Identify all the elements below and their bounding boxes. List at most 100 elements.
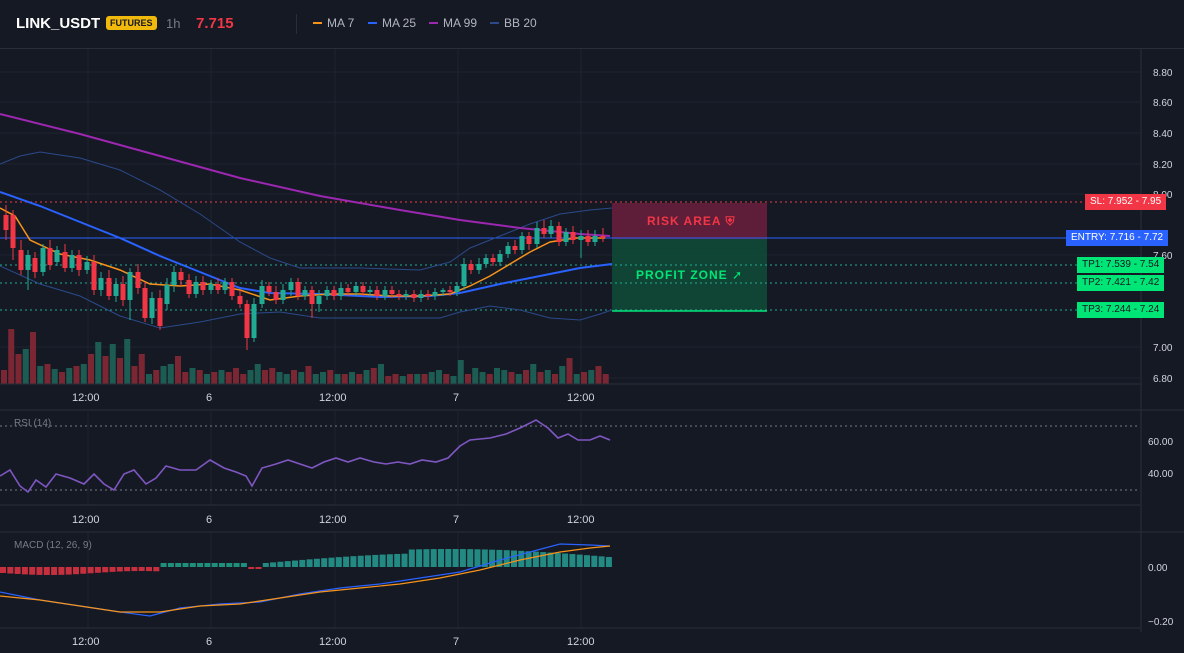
- macd-hist-bar: [467, 549, 474, 567]
- legend-ma25-label: MA 25: [382, 16, 417, 30]
- candlesticks: [3, 205, 606, 350]
- volume-bar: [421, 374, 428, 384]
- candle-body: [149, 298, 155, 318]
- volume-bar: [15, 354, 22, 384]
- rsi-line: [0, 419, 611, 494]
- macd-hist-bar: [576, 554, 583, 567]
- volume-bar: [291, 370, 297, 384]
- macd-hist-bar: [452, 549, 459, 567]
- volume-bar: [588, 370, 595, 384]
- candle-body: [135, 272, 141, 288]
- volume-bar: [131, 366, 138, 384]
- candle-body: [331, 290, 337, 296]
- grid: [0, 49, 1140, 628]
- macd-label[interactable]: MACD (12, 26, 9): [14, 540, 92, 551]
- candle-body: [54, 250, 60, 262]
- candle-body: [47, 248, 53, 265]
- time-tick: 12:00: [319, 636, 347, 648]
- volume-bar: [385, 376, 392, 384]
- candle-body: [396, 294, 402, 296]
- macd-hist-bar: [160, 563, 167, 567]
- volume-bar: [305, 366, 312, 384]
- rsi-tick: 40.00: [1148, 469, 1173, 480]
- volume-bar: [269, 368, 276, 384]
- candle-body: [490, 258, 496, 262]
- macd-hist-bar: [518, 550, 525, 567]
- macd-hist-bar: [58, 567, 65, 575]
- volume-bar: [378, 364, 384, 384]
- volume-bar: [443, 374, 450, 384]
- candle-body: [288, 282, 294, 290]
- time-tick: 12:00: [567, 514, 595, 526]
- macd-hist-bar: [438, 549, 444, 567]
- timeframe-selector[interactable]: 1h: [166, 16, 181, 31]
- macd-hist-bar: [423, 549, 430, 567]
- volume-bar: [225, 372, 232, 384]
- candle-body: [244, 304, 250, 338]
- volume-bar: [595, 366, 602, 384]
- tp2-tag: TP2: 7.421 - 7.42: [1077, 275, 1165, 291]
- macd-hist-bar: [167, 563, 174, 567]
- macd-hist-bar: [29, 567, 36, 575]
- candle-body: [403, 294, 409, 296]
- candle-body: [374, 290, 380, 296]
- candle-body: [273, 292, 279, 300]
- price-tick: 8.20: [1153, 160, 1173, 171]
- volume-bar: [44, 364, 51, 384]
- ma25-line: [0, 191, 613, 299]
- volume-bar: [465, 374, 471, 384]
- candle-body: [382, 290, 388, 296]
- candle-body: [113, 284, 119, 296]
- macd-hist-bar: [591, 555, 598, 567]
- macd-hist-bar: [7, 567, 14, 574]
- bb-upper: [0, 151, 613, 271]
- volume-bar: [30, 332, 36, 384]
- macd-hist-bar: [0, 567, 6, 573]
- macd-hist-bar: [343, 556, 350, 567]
- time-tick: 6: [206, 514, 212, 526]
- volume-bar: [552, 374, 558, 384]
- candle-body: [84, 262, 90, 270]
- macd-hist-bar: [255, 567, 262, 569]
- candle-body: [512, 246, 518, 250]
- volume-bar: [218, 370, 225, 384]
- macd-hist-bar: [43, 567, 50, 575]
- candle-body: [32, 258, 38, 272]
- volume-bar: [189, 368, 196, 384]
- macd-hist-bar: [554, 553, 561, 567]
- symbol-name[interactable]: LINK_USDT: [16, 15, 101, 32]
- macd-hist-bar: [197, 563, 204, 567]
- volume-bar: [204, 374, 210, 384]
- volume-bar: [349, 372, 355, 384]
- legend-ma25[interactable]: MA 25: [368, 16, 416, 30]
- legend-ma99[interactable]: MA 99: [429, 16, 477, 30]
- volume-bar: [88, 354, 94, 384]
- price-tick: 8.60: [1153, 98, 1173, 109]
- macd-hist-bar: [335, 557, 342, 567]
- candle-body: [120, 284, 126, 300]
- macd-hist-bar: [262, 563, 269, 567]
- profit-zone-text: PROFIT ZONE: [636, 268, 728, 282]
- volume-bar: [414, 374, 421, 384]
- risk-area-zone: [612, 203, 767, 239]
- rsi-label[interactable]: RSI (14): [14, 418, 52, 429]
- legend-bb20[interactable]: BB 20: [490, 16, 537, 30]
- volume-bar: [109, 344, 116, 384]
- candle-body: [541, 228, 547, 234]
- price-tick: 7.00: [1153, 343, 1173, 354]
- candle-body: [345, 288, 351, 292]
- volume-bar: [66, 368, 73, 384]
- legend-ma7-label: MA 7: [327, 16, 355, 30]
- legend-ma7[interactable]: MA 7: [313, 16, 354, 30]
- macd-hist-bar: [584, 555, 590, 567]
- macd-hist-bar: [87, 567, 94, 574]
- price-tick: 6.80: [1153, 374, 1173, 385]
- volume-bar: [37, 366, 44, 384]
- candle-body: [338, 288, 344, 296]
- time-tick: 12:00: [72, 514, 100, 526]
- volume-bars: [1, 329, 609, 384]
- volume-bar: [581, 372, 587, 384]
- candle-body: [178, 272, 184, 280]
- volume-bar: [262, 370, 268, 384]
